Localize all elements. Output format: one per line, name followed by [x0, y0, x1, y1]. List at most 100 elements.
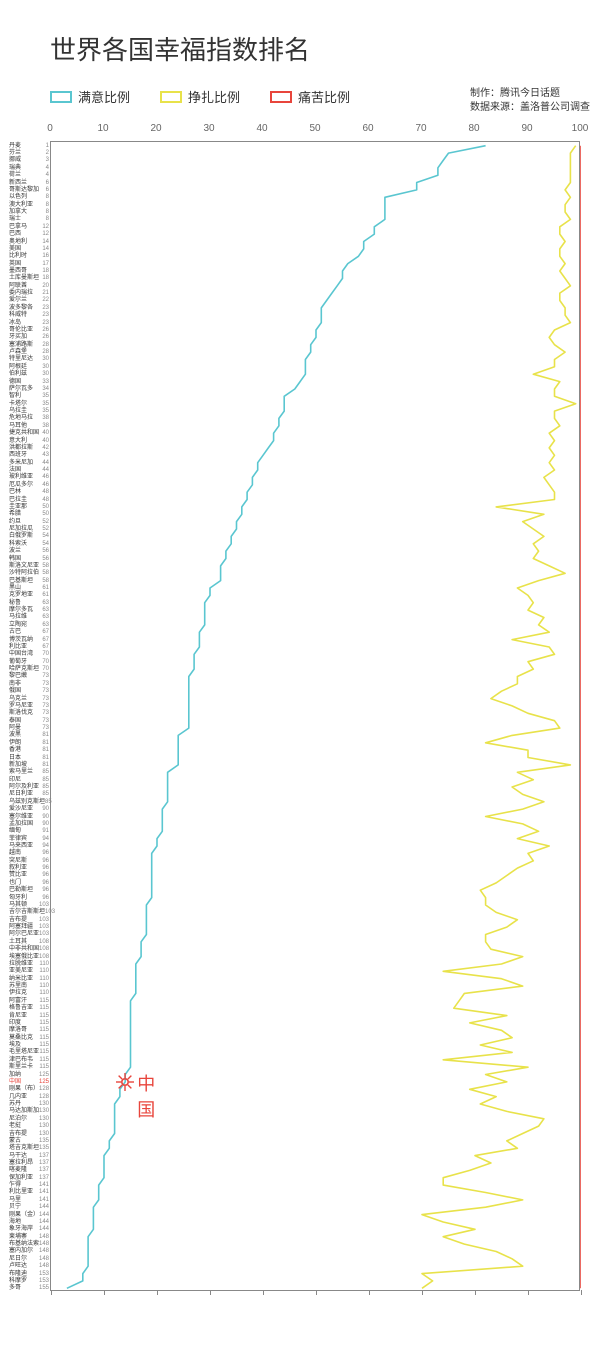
header-row: 满意比例 挣扎比例 痛苦比例 制作：腾讯今日话题 数据来源：盖洛普公司调查 [50, 87, 590, 115]
country-rank: 90 [42, 814, 49, 820]
country-name: 泰国 [9, 718, 21, 724]
legend-label-2: 挣扎比例 [188, 87, 240, 106]
country-row: 爱沙尼亚90 [9, 806, 49, 812]
country-rank: 63 [42, 614, 49, 620]
x-baseline-tick [51, 1290, 52, 1295]
country-rank: 96 [42, 880, 49, 886]
country-name: 格鲁吉亚 [9, 1005, 33, 1011]
country-name: 塞尔维亚 [9, 814, 33, 820]
country-rank: 46 [42, 474, 49, 480]
series-struggling-line [422, 146, 576, 1289]
country-rank: 38 [42, 415, 49, 421]
country-row: 波兰56 [9, 548, 49, 554]
country-row: 玻利维亚 46 [9, 474, 49, 480]
country-name: 肯尼亚 [9, 1013, 27, 1019]
country-row: 科索沃54 [9, 541, 49, 547]
country-row: 美国14 [9, 246, 49, 252]
country-name: 博茨瓦纳 [9, 637, 33, 643]
country-row: 乌克兰73 [9, 696, 49, 702]
country-rank: 130 [39, 1101, 49, 1107]
country-row: 哈萨克斯坦70 [9, 666, 49, 672]
country-name: 象牙海岸 [9, 1226, 33, 1232]
country-row: 丹麦1 [9, 143, 49, 149]
country-rank: 35 [42, 408, 49, 414]
country-row: 南非73 [9, 681, 49, 687]
country-name: 巴拿马 [9, 224, 27, 230]
country-name: 苏丹 [9, 1101, 21, 1107]
country-rank: 44 [42, 467, 49, 473]
country-rank: 85 [42, 769, 49, 775]
x-tick: 20 [150, 123, 161, 134]
country-row: 几内亚128 [9, 1094, 49, 1100]
country-row: 印尼85 [9, 777, 49, 783]
country-rank: 61 [42, 592, 49, 598]
country-name: 马耳他 [9, 423, 27, 429]
country-row: 伯利兹30 [9, 371, 49, 377]
country-name: 尼加拉瓜 [9, 526, 33, 532]
country-name: 秘鲁 [9, 600, 21, 606]
country-rank: 18 [42, 275, 49, 281]
country-rank: 96 [42, 865, 49, 871]
country-name: 菲律宾 [9, 836, 27, 842]
country-row: 法国44 [9, 467, 49, 473]
country-row: 科摩罗153 [9, 1278, 49, 1284]
legend-swatch-1 [50, 91, 72, 103]
country-name: 斯里兰卡 [9, 1064, 33, 1070]
country-name: 荷兰 [9, 172, 21, 178]
country-name: 赞比亚 [9, 872, 27, 878]
country-rank: 14 [42, 239, 49, 245]
country-name: 南非 [9, 681, 21, 687]
country-row: 希腊50 [9, 511, 49, 517]
country-row: 卡塔尔35 [9, 401, 49, 407]
country-rank: 50 [42, 504, 49, 510]
country-row: 特里尼达30 [9, 356, 49, 362]
country-name: 刚果（金） [9, 1212, 39, 1218]
country-row: 埃塞俄比亚108 [9, 954, 49, 960]
country-name: 巴勒斯坦 [9, 887, 33, 893]
country-row: 阿联酋 20 [9, 283, 49, 289]
country-rank: 110 [39, 961, 49, 967]
country-rank: 91 [42, 828, 49, 834]
country-name: 巴基斯坦 [9, 578, 33, 584]
country-rank: 21 [42, 290, 49, 296]
country-name: 马达加斯加 [9, 1108, 39, 1114]
country-row: 喀麦隆137 [9, 1167, 49, 1173]
country-rank: 20 [42, 283, 49, 289]
country-rank: 63 [42, 622, 49, 628]
country-name: 奥地利 [9, 239, 27, 245]
x-baseline-tick [475, 1290, 476, 1295]
country-row: 英国17 [9, 261, 49, 267]
country-row: 象牙海岸144 [9, 1226, 49, 1232]
x-tick: 60 [362, 123, 373, 134]
country-row: 巴拉圭48 [9, 497, 49, 503]
country-row: 塞拉利昂137 [9, 1160, 49, 1166]
x-tick: 10 [97, 123, 108, 134]
country-name: 阿联酋 [9, 283, 27, 289]
country-rank: 110 [39, 983, 49, 989]
country-row: 阿根廷30 [9, 364, 49, 370]
country-row: 突尼斯96 [9, 858, 49, 864]
country-name: 科索沃 [9, 541, 27, 547]
country-row: 塞浦路斯28 [9, 342, 49, 348]
country-name: 玻利维亚 [9, 474, 33, 480]
country-row: 尼日尔148 [9, 1256, 49, 1262]
country-row: 立陶宛63 [9, 622, 49, 628]
country-name: 牙买加 [9, 334, 27, 340]
country-rank: 144 [39, 1212, 49, 1218]
country-rank: 73 [42, 710, 49, 716]
credit-line-1: 制作：腾讯今日话题 [470, 87, 590, 101]
country-rank: 108 [39, 946, 49, 952]
country-row: 中国台湾70 [9, 651, 49, 657]
country-rank: 148 [39, 1256, 49, 1262]
country-rank: 61 [42, 585, 49, 591]
country-rank: 34 [42, 386, 49, 392]
country-rank: 110 [39, 990, 49, 996]
country-row: 俄国73 [9, 688, 49, 694]
country-row: 利比里亚141 [9, 1189, 49, 1195]
country-name: 挪威 [9, 157, 21, 163]
country-rank: 96 [42, 850, 49, 856]
country-row: 马拉维63 [9, 614, 49, 620]
country-rank: 153 [39, 1271, 49, 1277]
country-rank: 70 [42, 651, 49, 657]
country-name: 厄瓜多尔 [9, 482, 33, 488]
